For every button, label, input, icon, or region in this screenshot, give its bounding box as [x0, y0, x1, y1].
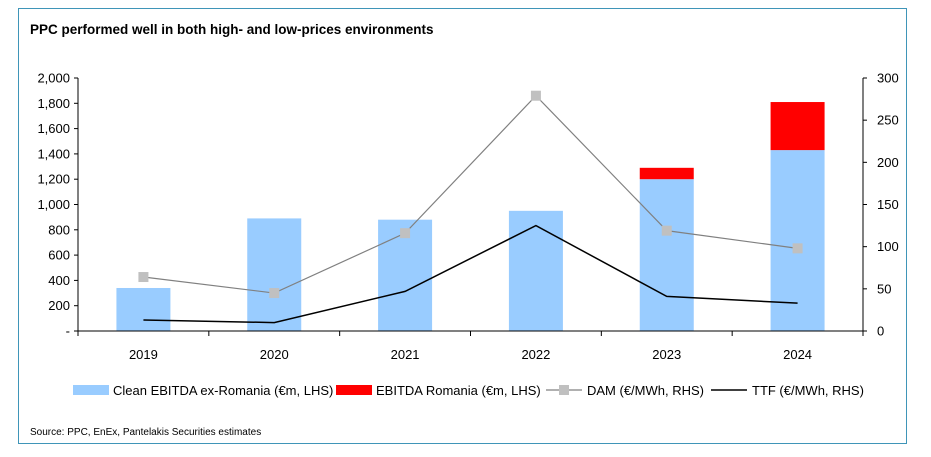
bar-ebitda-romania-2024: [770, 102, 825, 151]
right-tick-label: 250: [877, 113, 899, 128]
dam-line: [143, 94, 798, 294]
right-tick-label: 0: [877, 324, 884, 339]
left-tick-label: -: [66, 324, 70, 339]
right-tick-label: 300: [877, 71, 899, 86]
legend-swatch-ebitda-romania: [336, 385, 372, 395]
legend-label-ebitda-romania: EBITDA Romania (€m, LHS): [376, 383, 541, 398]
x-tick-label: 2019: [129, 347, 158, 362]
bar-clean-ebitda-2024: [770, 150, 825, 331]
legend-swatch-clean-ebitda: [73, 385, 109, 395]
right-tick-label: 150: [877, 197, 899, 212]
bar-clean-ebitda-2019: [116, 287, 171, 331]
left-tick-label: 1,800: [37, 96, 70, 111]
x-tick-label: 2023: [652, 347, 681, 362]
left-tick-label: 2,000: [37, 71, 70, 86]
bar-clean-ebitda-2021: [378, 219, 433, 331]
left-tick-label: 600: [48, 248, 70, 263]
legend-label-ttf: TTF (€/MWh, RHS): [752, 383, 864, 398]
bar-clean-ebitda-2020: [247, 218, 302, 331]
right-tick-label: 100: [877, 239, 899, 254]
legend-swatch-dam-marker: [559, 385, 569, 395]
chart-frame: [18, 8, 907, 444]
ttf-line: [143, 224, 798, 324]
dam-marker-2021: [400, 228, 411, 239]
left-tick-label: 800: [48, 222, 70, 237]
bar-clean-ebitda-2023: [639, 179, 694, 331]
x-tick-label: 2022: [521, 347, 550, 362]
bar-ebitda-romania-2023: [639, 167, 694, 180]
bar-clean-ebitda-2022: [508, 210, 563, 331]
left-tick-label: 1,000: [37, 197, 70, 212]
dam-marker-2019: [138, 272, 149, 283]
dam-marker-2020: [269, 288, 280, 299]
x-tick-label: 2021: [391, 347, 420, 362]
right-tick-label: 50: [877, 281, 891, 296]
right-tick-label: 200: [877, 155, 899, 170]
legend-label-clean-ebitda: Clean EBITDA ex-Romania (€m, LHS): [113, 383, 333, 398]
legend-label-dam: DAM (€/MWh, RHS): [587, 383, 704, 398]
left-tick-label: 400: [48, 273, 70, 288]
dam-marker-2023: [661, 225, 672, 236]
dam-marker-2024: [792, 243, 803, 254]
left-tick-label: 1,600: [37, 121, 70, 136]
dam-marker-2022: [530, 90, 541, 101]
left-tick-label: 200: [48, 298, 70, 313]
x-tick-label: 2024: [783, 347, 812, 362]
left-tick-label: 1,200: [37, 172, 70, 187]
x-tick-label: 2020: [260, 347, 289, 362]
chart-title: PPC performed well in both high- and low…: [30, 22, 434, 37]
left-tick-label: 1,400: [37, 146, 70, 161]
source-note: Source: PPC, EnEx, Pantelakis Securities…: [30, 427, 262, 438]
